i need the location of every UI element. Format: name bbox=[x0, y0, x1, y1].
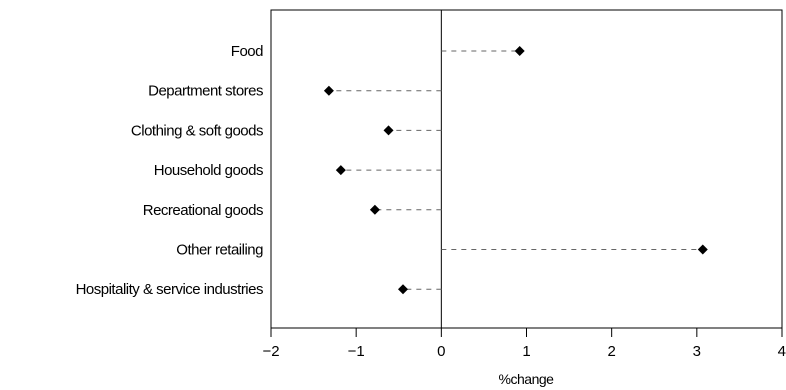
data-point-marker bbox=[697, 244, 708, 255]
data-point-marker bbox=[514, 46, 525, 56]
x-tick-label: 0 bbox=[437, 343, 445, 360]
category-label: Clothing & soft goods bbox=[131, 122, 263, 139]
x-tick-label: −1 bbox=[348, 343, 365, 360]
data-point-marker bbox=[383, 125, 394, 136]
category-label: Household goods bbox=[154, 162, 263, 179]
data-point-marker bbox=[398, 284, 409, 295]
data-point-marker bbox=[335, 165, 346, 176]
data-point-marker bbox=[369, 204, 380, 215]
data-point-marker bbox=[323, 85, 334, 96]
x-tick-label: 1 bbox=[522, 343, 530, 360]
x-tick-label: 3 bbox=[693, 343, 701, 360]
x-tick-label: 2 bbox=[607, 343, 615, 360]
x-tick-label: −2 bbox=[262, 343, 279, 360]
category-label: Food bbox=[231, 43, 263, 60]
x-tick-label: 4 bbox=[778, 343, 786, 360]
category-label: Other retailing bbox=[176, 242, 263, 259]
x-axis-title: %change bbox=[499, 371, 555, 387]
category-label: Recreational goods bbox=[143, 202, 263, 219]
category-label: Hospitality & service industries bbox=[76, 281, 263, 298]
category-label: Department stores bbox=[148, 83, 263, 100]
plot-frame bbox=[270, 9, 783, 329]
